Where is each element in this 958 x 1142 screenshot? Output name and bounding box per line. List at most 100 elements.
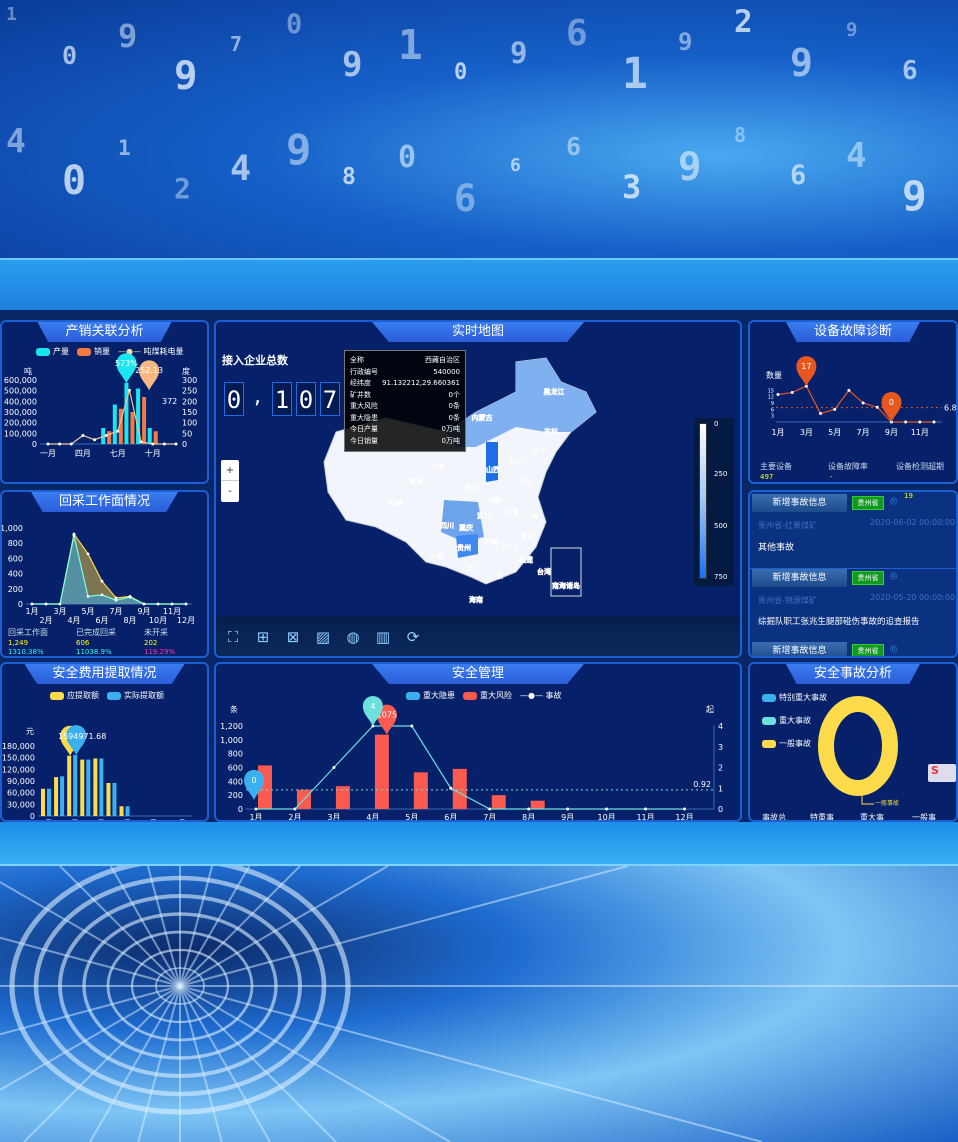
province-label: 湖南 [484, 537, 498, 546]
point [30, 602, 34, 606]
x-tick-label: 10月 [598, 813, 616, 822]
legend-actual[interactable]: 实际提取额 [107, 690, 164, 701]
point-fault [833, 407, 837, 411]
mining-title: 回采工作面情况 [30, 492, 179, 512]
province-label: 江西 [502, 541, 516, 550]
accident-donut-chart [818, 696, 898, 805]
y-tick-label: 180,000 [2, 742, 35, 751]
accident-item[interactable]: 新增事故信息 贵州省 ⌾ 贵州省-锦源煤矿 2020-05-20 00:00:0… [750, 568, 956, 644]
x-tick-label: 9月 [144, 819, 157, 822]
map-toolbar: ⛶ ⊞ ⊠ ▨ ◍ ▥ ⟳ [216, 616, 740, 656]
tooltip-row: 今日销量 0万吨 [350, 436, 460, 448]
location-pin-icon[interactable]: ⌾ [890, 494, 898, 508]
tunnel-grid [0, 866, 958, 1142]
point [184, 602, 188, 606]
collapse-icon[interactable]: ⊠ [286, 628, 300, 646]
tooltip-key: 重大风险 [350, 402, 378, 410]
y-tick-label: 3 [718, 743, 723, 752]
y-tick-label: 300,000 [4, 408, 37, 417]
province-label: 上海 [524, 512, 538, 521]
province-label: 贵州 [457, 543, 471, 552]
globe-icon[interactable]: ◍ [346, 628, 360, 646]
background-digit: 6 [566, 13, 588, 54]
refresh-icon[interactable]: ⟳ [406, 628, 420, 646]
point-fault [889, 420, 893, 424]
mining-stat-value-5: 119.29% [144, 648, 176, 656]
marker-power [139, 360, 160, 391]
input-method-icon[interactable]: S [928, 764, 956, 782]
province-label: 云南 [430, 551, 444, 560]
marker-hazard [244, 769, 264, 800]
legend-general[interactable]: 一般事故 [762, 738, 811, 749]
tooltip-key: 矿井数 [350, 390, 371, 399]
scale-label: 500 [714, 522, 728, 530]
bar-risk [335, 786, 350, 809]
layers-icon[interactable]: ▨ [315, 628, 331, 646]
accident-item[interactable]: 新增事故信息 贵州省 ⌾ 19 贵州省-红果煤矿 2020-06-02 00:0… [750, 492, 956, 570]
legend-output[interactable]: 产量 [36, 346, 69, 357]
background-digit: 9 [902, 172, 927, 220]
area-1 [32, 535, 186, 604]
accident-list[interactable]: 新增事故信息 贵州省 ⌾ 19 贵州省-红果煤矿 2020-06-02 00:0… [748, 490, 958, 658]
tunnel-ray [179, 985, 337, 1142]
bar-risk [452, 768, 467, 809]
enterprise-total-label: 接入企业总数 [222, 354, 288, 367]
expand-icon[interactable]: ⊞ [256, 628, 270, 646]
background-digit: 9 [342, 45, 363, 85]
tunnel-ray [179, 866, 251, 987]
zoom-in-button[interactable]: + [221, 460, 239, 481]
tunnel-ray [0, 985, 181, 1036]
location-pin-icon[interactable]: ⌾ [890, 642, 898, 656]
bar-output [124, 382, 129, 444]
legend-due[interactable]: 应提取额 [50, 690, 99, 701]
device-stat-label: 设备检测超期 [896, 462, 944, 471]
bar-actual [99, 758, 104, 816]
province-label: 福建 [518, 555, 534, 564]
x-tick-label: 9月 [561, 813, 574, 822]
bar-sales [118, 408, 123, 444]
donut-slice-general[interactable] [818, 696, 898, 796]
legend-sales[interactable]: 销量 [77, 346, 110, 357]
background-digit: 7 [230, 32, 243, 56]
legend-major[interactable]: 重大事故 [762, 715, 811, 726]
scale-gradient-bar[interactable] [699, 423, 707, 579]
point-power [127, 388, 131, 392]
legend-extra-major[interactable]: 特别重大事故 [762, 692, 827, 703]
fullscreen-icon[interactable]: ⛶ [227, 628, 239, 646]
marker-min [881, 392, 902, 422]
y-tick-label: 200,000 [4, 419, 37, 428]
legend-risk[interactable]: 重大风险 [463, 690, 512, 701]
province-badge: 贵州省 [852, 644, 884, 656]
legend-hazard[interactable]: 重大隐患 [406, 690, 455, 701]
tooltip-key: 今日产量 [350, 425, 378, 433]
tunnel-background [0, 866, 958, 1142]
point [114, 596, 118, 600]
accident-analysis-panel: 安全事故分析 特别重大事故 重大事故 一般事故 一般事故 事故总 特重事 重大事… [748, 662, 958, 822]
province-label: 南海诸岛 [552, 581, 580, 590]
x-tick-label: 1月 [771, 428, 784, 437]
right-unit: 度 [182, 366, 190, 376]
y-tick-label: 600,000 [4, 376, 37, 385]
province-label: 山东 [519, 477, 533, 486]
y-tick-label: 12 [768, 395, 774, 401]
legend-power[interactable]: —●— 吨煤耗电量 [118, 347, 184, 356]
zoom-out-button[interactable]: - [228, 486, 232, 497]
accident-legend: 特别重大事故 重大事故 一般事故 [762, 692, 827, 749]
y-tick-label: 500,000 [4, 387, 37, 396]
background-digit: 9 [510, 36, 528, 70]
accident-stat-label: 特重事 [810, 813, 834, 822]
point-accident [566, 807, 570, 811]
x-tick-label: 5月 [828, 428, 841, 437]
building-icon[interactable]: ▥ [375, 628, 391, 646]
accident-item[interactable]: 新增事故信息 贵州省 ⌾ [750, 642, 956, 656]
production-title: 产销关联分析 [37, 322, 172, 342]
tooltip-value: 0条 [448, 402, 460, 410]
point-power [174, 442, 178, 446]
location-pin-icon[interactable]: ⌾ [890, 569, 898, 583]
device-stat-value: - [830, 473, 833, 481]
legend-accident[interactable]: —●— 事故 [520, 691, 562, 700]
province-label: 甘肃 [431, 462, 445, 471]
x-tick-label: 7月 [483, 813, 496, 822]
